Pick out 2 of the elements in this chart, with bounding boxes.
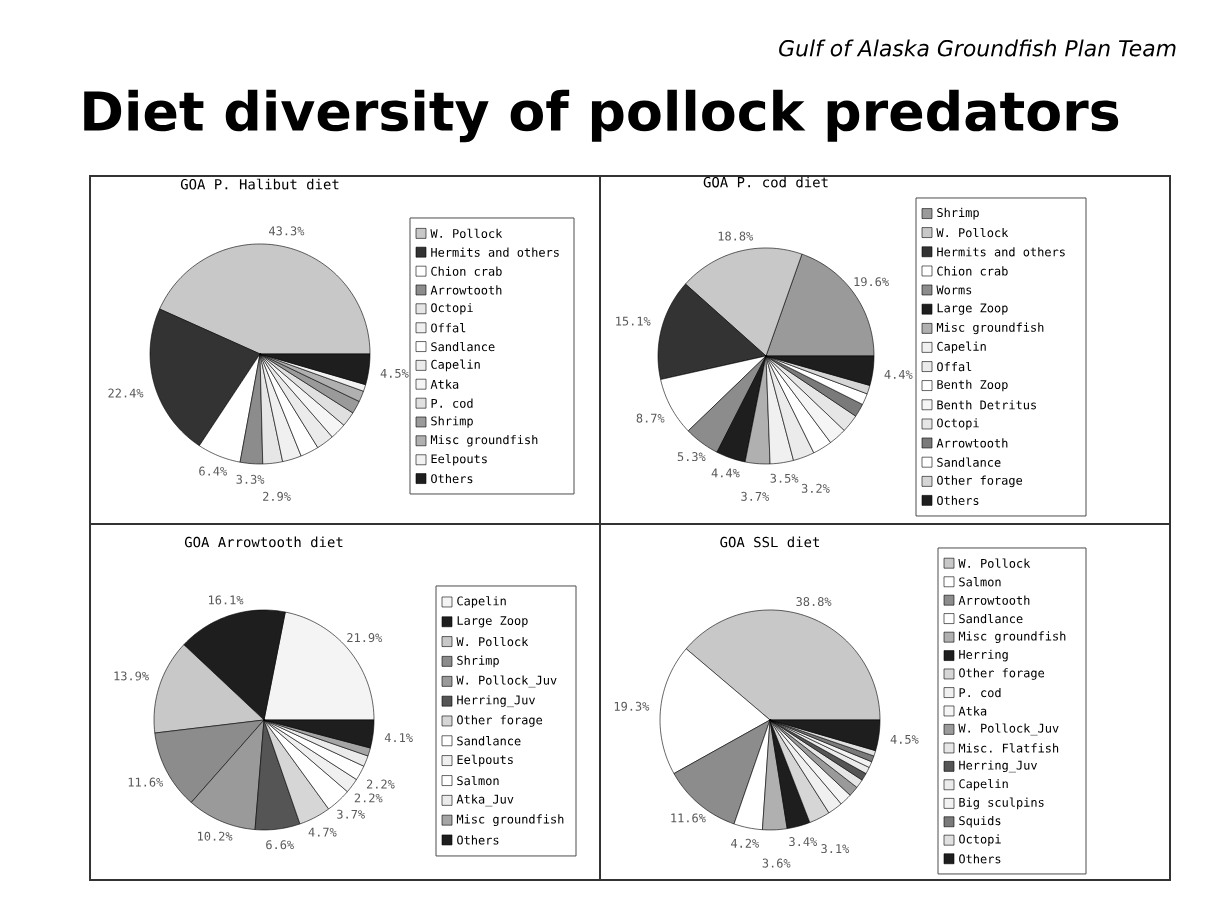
text: Gulf of Alaska Groundfish Plan Team [779,39,1176,57]
text: Diet diversity of pollock predators [84,89,1119,143]
